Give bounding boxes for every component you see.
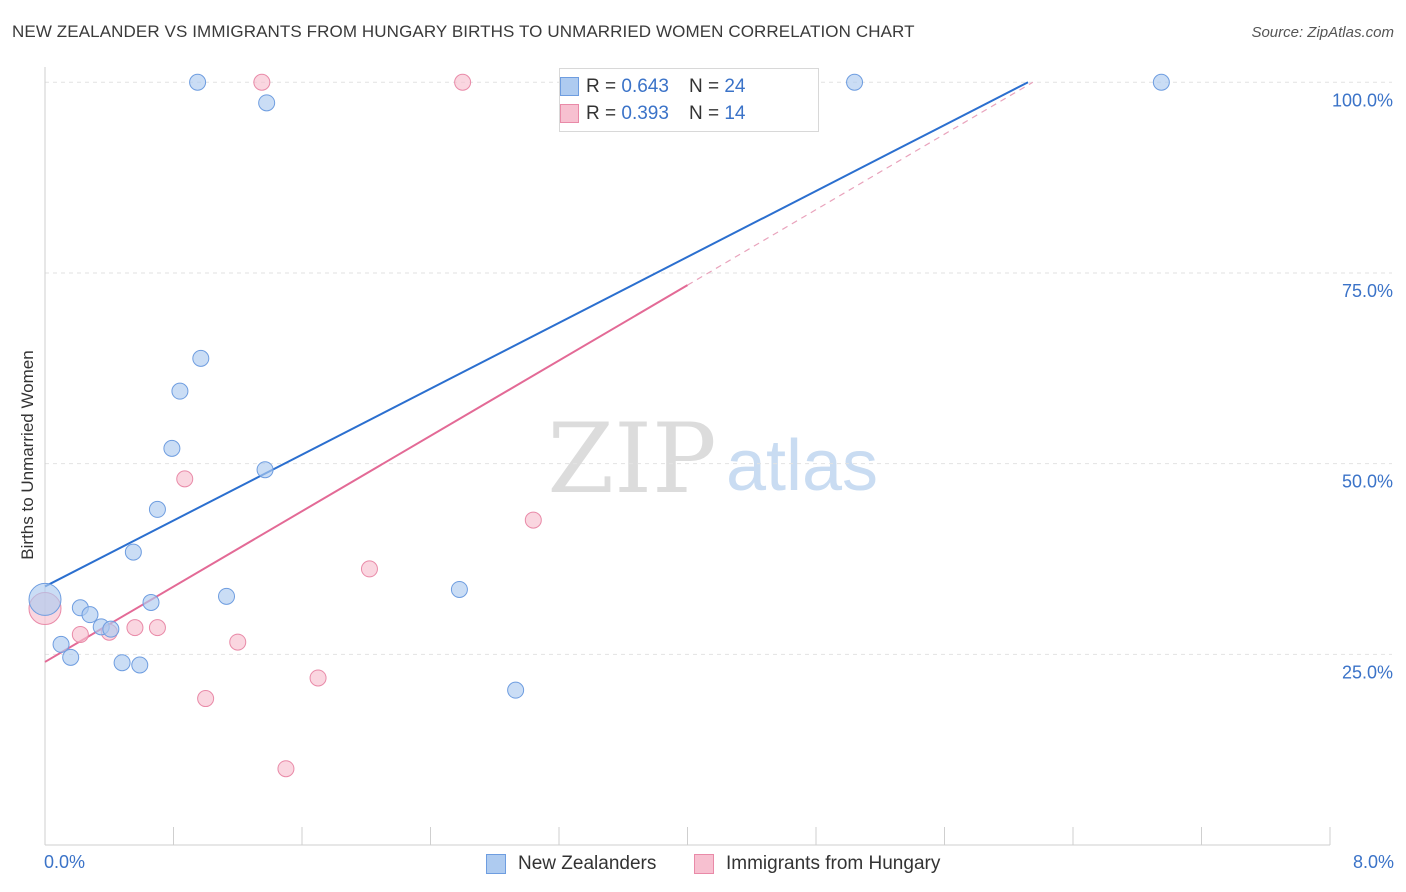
watermark-zip: ZIP [547, 403, 716, 515]
bottom-legend-label: New Zealanders [518, 853, 657, 874]
y-tick-label: 100.0% [1332, 90, 1393, 110]
legend-swatch-blue [560, 77, 579, 96]
point-hungary [229, 633, 247, 651]
bottom-legend-label: Immigrants from Hungary [726, 853, 941, 874]
legend-row-hungary: R = 0.393 N = 14 [560, 102, 746, 126]
point-hungary [176, 470, 194, 488]
legend-n-label: N = [688, 103, 720, 124]
x-tick-label-min: 0.0% [44, 852, 86, 872]
point-hungary [454, 73, 472, 91]
trend-line-new-zealanders [44, 81, 1029, 588]
point-new-zealanders [163, 439, 181, 457]
point-new-zealanders [124, 543, 142, 561]
point-new-zealanders [81, 606, 99, 624]
point-new-zealanders [131, 656, 149, 674]
point-new-zealanders [142, 593, 160, 611]
point-new-zealanders [148, 500, 166, 518]
point-hungary [148, 619, 166, 637]
point-hungary [277, 760, 295, 778]
chart-title: NEW ZEALANDER VS IMMIGRANTS FROM HUNGARY… [12, 22, 915, 41]
axes [44, 67, 1331, 846]
correlation-legend: R = 0.643 N = 24 R = 0.393 N = 14 [559, 68, 819, 132]
legend-r-label: R = [586, 76, 617, 97]
point-new-zealanders [507, 681, 525, 699]
legend-r-value: 0.393 [621, 103, 669, 124]
source-label: Source: ZipAtlas.com [1251, 24, 1394, 41]
data-points [28, 73, 1170, 778]
point-hungary [71, 625, 89, 643]
point-new-zealanders [256, 461, 274, 479]
point-new-zealanders [258, 94, 276, 112]
point-new-zealanders [218, 587, 236, 605]
point-hungary [253, 73, 271, 91]
legend-n-value: 24 [724, 76, 746, 97]
bottom-legend-swatch-blue [486, 854, 506, 874]
point-hungary [524, 511, 542, 529]
legend-n-value: 14 [724, 103, 746, 124]
point-new-zealanders [113, 654, 131, 672]
point-hungary [309, 669, 327, 687]
x-tick-label-max: 8.0% [1352, 852, 1394, 872]
point-new-zealanders [62, 648, 80, 666]
y-tick-label: 25.0% [1342, 662, 1393, 682]
point-new-zealanders [846, 73, 864, 91]
point-hungary [197, 690, 215, 708]
watermark-atlas: atlas [726, 426, 878, 506]
legend-swatch-pink [560, 104, 579, 123]
y-tick-label: 75.0% [1342, 281, 1393, 301]
grid [45, 81, 1392, 655]
trend-line-hungary-extension [687, 81, 1034, 286]
point-new-zealanders [171, 382, 189, 400]
legend-r-label: R = [586, 103, 617, 124]
point-hungary [126, 619, 144, 637]
point-hungary [360, 560, 378, 578]
bottom-legend-hungary: Immigrants from Hungary [694, 851, 940, 877]
point-new-zealanders [192, 349, 210, 367]
point-new-zealanders [102, 620, 120, 638]
watermark: ZIP atlas [547, 403, 878, 515]
point-new-zealanders [450, 580, 468, 598]
legend-n-label: N = [688, 76, 720, 97]
legend-r-value: 0.643 [621, 76, 669, 97]
bottom-legend-swatch-pink [694, 854, 714, 874]
y-tick-label: 50.0% [1342, 472, 1393, 492]
point-new-zealanders [52, 635, 70, 653]
trend-lines [44, 81, 1034, 663]
point-new-zealanders [1152, 73, 1170, 91]
bottom-legend-new-zealanders: New Zealanders [486, 851, 656, 877]
point-new-zealanders [189, 73, 207, 91]
point-new-zealanders [28, 582, 62, 616]
legend-row-new-zealanders: R = 0.643 N = 24 [560, 75, 746, 99]
y-tick-labels: 25.0% 50.0% 75.0% 100.0% [1332, 90, 1393, 682]
